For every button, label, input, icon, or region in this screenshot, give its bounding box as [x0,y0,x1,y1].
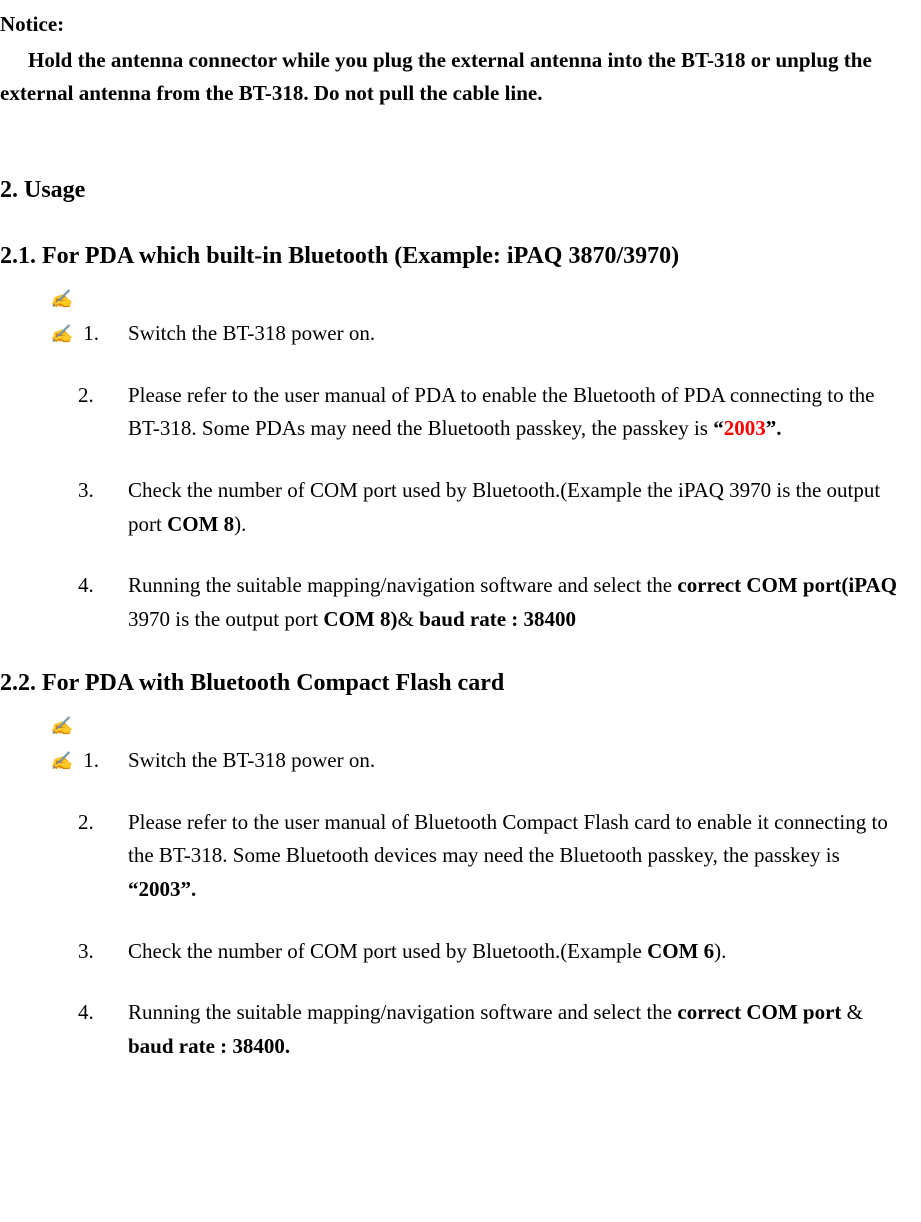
text-run: & [841,1000,863,1024]
text-run: Switch the BT-318 power on. [128,321,375,345]
text-run: Running the suitable mapping/navigation … [128,573,677,597]
text-run-bold: baud rate : 38400. [128,1034,290,1058]
pencil-icon: ✍ [50,747,78,776]
list-item: 3. Check the number of COM port used by … [50,474,921,541]
section-2-1-list: ✍ 1. Switch the BT-318 power on. 2. Plea… [0,317,921,636]
item-number: 2. [78,383,94,407]
list-item: 2. Please refer to the user manual of PD… [50,379,921,446]
text-run-bold: “2003”. [128,877,196,901]
text-run: “ [713,416,724,440]
item-number: 2. [78,810,94,834]
item-number: 3. [78,478,94,502]
text-run: ”. [766,416,782,440]
pencil-bullet: ✍ [0,282,921,316]
notice-body: Hold the antenna connector while you plu… [0,44,921,111]
notice-text: Hold the antenna connector while you plu… [0,48,872,106]
pencil-bullet: ✍ [0,709,921,743]
item-text: Please refer to the user manual of Bluet… [128,806,921,907]
list-item: 2. Please refer to the user manual of Bl… [50,806,921,907]
text-run: Please refer to the user manual of Bluet… [128,810,888,868]
list-item: 4. Running the suitable mapping/navigati… [50,569,921,636]
section-2-heading: 2. Usage [0,171,921,209]
item-text: Switch the BT-318 power on. [128,744,921,778]
text-run-bold: baud rate : 38400 [419,607,576,631]
passkey-value: 2003 [724,416,766,440]
text-run-bold: COM 6 [647,939,714,963]
item-text: Running the suitable mapping/navigation … [128,569,921,636]
text-run-bold: COM 8) [323,607,397,631]
pencil-icon: ✍ [50,285,78,314]
section-2-2-list: ✍ 1. Switch the BT-318 power on. 2. Plea… [0,744,921,1063]
text-run: Running the suitable mapping/navigation … [128,1000,677,1024]
text-run: ). [714,939,726,963]
text-run: 3970 is the output port [128,607,323,631]
item-text: Please refer to the user manual of PDA t… [128,379,921,446]
item-number: 4. [78,573,94,597]
section-2-2-heading: 2.2. For PDA with Bluetooth Compact Flas… [0,664,921,702]
text-run: ). [234,512,246,536]
notice-label: Notice: [0,8,921,42]
text-run-bold: correct COM port(iPAQ [677,573,897,597]
text-run: Switch the BT-318 power on. [128,748,375,772]
text-run-bold: correct COM port [677,1000,841,1024]
item-text: Check the number of COM port used by Blu… [128,935,921,969]
text-run-bold: COM 8 [167,512,234,536]
item-number: 4. [78,1000,94,1024]
item-text: Switch the BT-318 power on. [128,317,921,351]
list-item: ✍ 1. Switch the BT-318 power on. [50,744,921,778]
pencil-icon: ✍ [50,320,78,349]
item-number: 1. [83,321,99,345]
list-item: 4. Running the suitable mapping/navigati… [50,996,921,1063]
text-run: Check the number of COM port used by Blu… [128,939,647,963]
item-number: 1. [83,748,99,772]
list-item: ✍ 1. Switch the BT-318 power on. [50,317,921,351]
text-run: & [398,607,420,631]
item-text: Running the suitable mapping/navigation … [128,996,921,1063]
section-2-1-heading: 2.1. For PDA which built-in Bluetooth (E… [0,237,921,275]
item-number: 3. [78,939,94,963]
list-item: 3. Check the number of COM port used by … [50,935,921,969]
item-text: Check the number of COM port used by Blu… [128,474,921,541]
pencil-icon: ✍ [50,712,78,741]
